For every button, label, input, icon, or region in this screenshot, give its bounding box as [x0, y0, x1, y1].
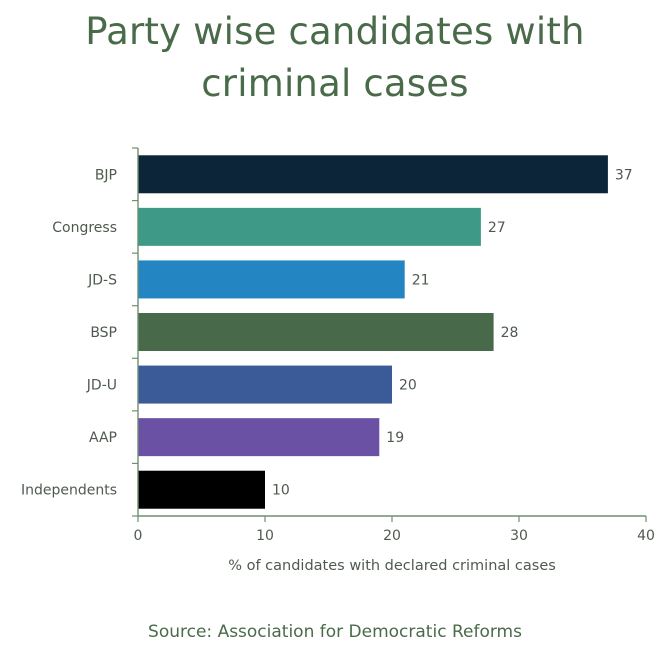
category-label-jd-u: JD-U [86, 378, 117, 394]
category-label-bsp: BSP [90, 325, 117, 341]
axes-layer: BJP Congress JD-S BSP JD-U AAP Independents 0 10… [21, 147, 655, 544]
chart-title-line-1: Party wise candidates with [85, 10, 585, 53]
bar-jd-s [138, 260, 405, 299]
source-note: Source: Association for Democratic Refor… [148, 622, 522, 642]
x-axis-title: % of candidates with declared criminal c… [228, 558, 556, 574]
bar-jd-u [138, 365, 392, 404]
bar-congress [138, 207, 481, 246]
bar-aap [138, 418, 380, 457]
value-label-independents: 10 [272, 483, 290, 499]
chart-title-line-2: criminal cases [201, 62, 469, 105]
bar-independents [138, 470, 265, 509]
bar-bjp [138, 155, 608, 194]
category-label-bjp: BJP [95, 167, 117, 183]
x-tick-label: 30 [510, 528, 528, 544]
value-label-aap: 19 [386, 430, 404, 446]
value-label-bsp: 28 [501, 325, 519, 341]
value-label-jd-s: 21 [412, 272, 430, 288]
value-label-jd-u: 20 [399, 378, 417, 394]
chart-title: Party wise candidates with criminal case… [0, 6, 670, 110]
value-label-bjp: 37 [615, 167, 633, 183]
bar-bsp [138, 313, 494, 351]
value-label-congress: 27 [488, 220, 506, 236]
category-label-congress: Congress [52, 220, 117, 236]
category-label-jd-s: JD-S [87, 272, 117, 288]
x-tick-label: 20 [383, 528, 401, 544]
x-tick-label: 10 [256, 528, 274, 544]
x-tick-label: 0 [134, 528, 143, 544]
category-label-aap: AAP [89, 430, 117, 446]
x-tick-label: 40 [637, 528, 655, 544]
category-label-independents: Independents [21, 483, 117, 499]
bars-layer: 37 27 21 28 20 19 10 [138, 155, 633, 509]
